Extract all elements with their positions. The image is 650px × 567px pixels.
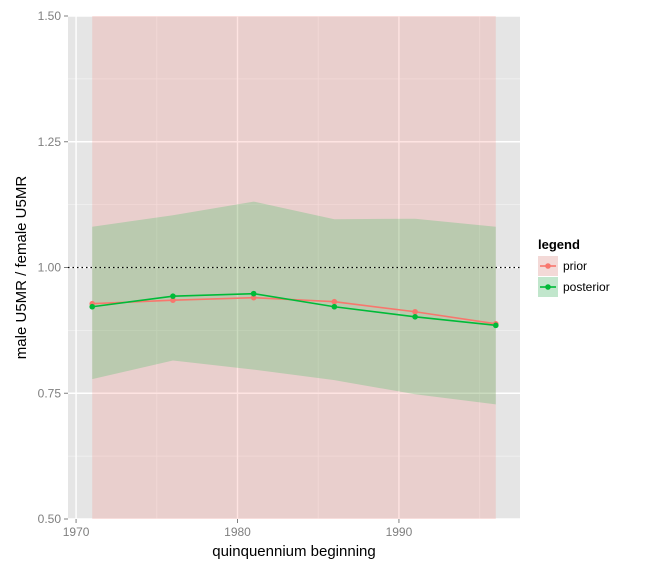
x-tick-label: 1980 xyxy=(224,525,251,539)
y-tick-label: 1.00 xyxy=(38,261,62,275)
x-tick-label: 1990 xyxy=(386,525,413,539)
point-posterior xyxy=(331,303,338,310)
point-posterior xyxy=(89,303,96,310)
y-axis-title: male U5MR / female U5MR xyxy=(13,176,30,360)
point-posterior xyxy=(492,322,499,329)
band-posterior xyxy=(92,201,496,405)
y-tick-label: 0.50 xyxy=(38,512,62,526)
point-prior xyxy=(412,308,418,315)
x-axis: 1970 1980 1990 xyxy=(63,519,413,539)
legend-label-posterior: posterior xyxy=(563,280,610,294)
y-tick-label: 1.50 xyxy=(38,9,62,23)
legend-title: legend xyxy=(538,237,580,252)
point-prior xyxy=(331,298,338,305)
y-tick-label: 1.25 xyxy=(38,135,62,149)
y-axis: 0.50 0.75 1.00 1.25 1.50 xyxy=(38,9,68,526)
legend-label-prior: prior xyxy=(563,259,587,273)
legend: legend prior posterior xyxy=(538,237,610,297)
x-tick-label: 1970 xyxy=(63,525,90,539)
legend-key-point xyxy=(545,284,551,290)
point-posterior xyxy=(170,293,176,299)
legend-key-point xyxy=(545,263,551,269)
point-posterior xyxy=(412,313,418,320)
y-tick-label: 0.75 xyxy=(38,386,62,400)
series-lines xyxy=(92,292,496,327)
x-axis-title: quinquennium beginning xyxy=(212,543,375,560)
series-points xyxy=(89,290,499,329)
point-prior xyxy=(170,297,176,303)
point-prior xyxy=(250,294,257,301)
line-posterior xyxy=(92,292,496,327)
point-posterior xyxy=(250,290,257,297)
